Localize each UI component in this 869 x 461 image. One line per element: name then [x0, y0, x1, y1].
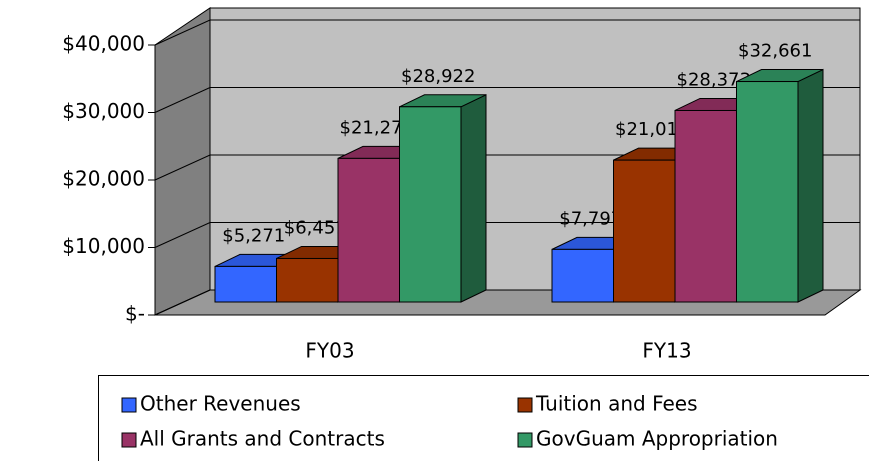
bar-side: [797, 68, 824, 303]
value-label: $21,276: [340, 117, 414, 138]
bar-front: [276, 257, 339, 303]
legend-label: All Grants and Contracts: [140, 427, 385, 451]
bar-side: [460, 93, 487, 303]
bar: [736, 68, 824, 303]
y-tick-label: $10,000: [62, 234, 145, 258]
legend-swatch: [121, 397, 137, 413]
legend-label: Other Revenues: [140, 392, 301, 416]
y-tick-label: $-: [125, 302, 145, 326]
value-label: $28,373: [677, 69, 751, 90]
value-label: $28,922: [401, 66, 475, 87]
grid-line: [154, 87, 860, 113]
bar-front: [551, 248, 614, 303]
x-tick-label: FY03: [305, 339, 354, 363]
bar-front: [399, 106, 462, 303]
side-wall: [154, 7, 211, 316]
value-label: $6,451: [284, 217, 347, 238]
value-label: $5,271: [222, 225, 285, 246]
y-tick-label: $30,000: [62, 99, 145, 123]
legend-label: Tuition and Fees: [535, 392, 698, 416]
value-label: $32,661: [738, 41, 812, 62]
value-label: $7,797: [559, 208, 622, 229]
x-tick-label: FY13: [642, 339, 691, 363]
y-tick-label: $40,000: [62, 32, 145, 56]
bar: [399, 93, 487, 303]
value-label: $21,017: [615, 119, 689, 140]
legend-box: [98, 375, 869, 461]
bar-front: [613, 159, 676, 303]
legend-swatch: [517, 397, 533, 413]
grid-line: [154, 19, 860, 46]
legend-swatch: [517, 432, 533, 448]
y-tick-label: $20,000: [62, 167, 145, 191]
legend-swatch: [121, 432, 137, 448]
bar-front: [337, 157, 400, 303]
bar-front: [674, 109, 737, 303]
bar-front: [736, 81, 799, 303]
bar-front: [214, 265, 277, 303]
legend-label: GovGuam Appropriation: [536, 427, 778, 451]
